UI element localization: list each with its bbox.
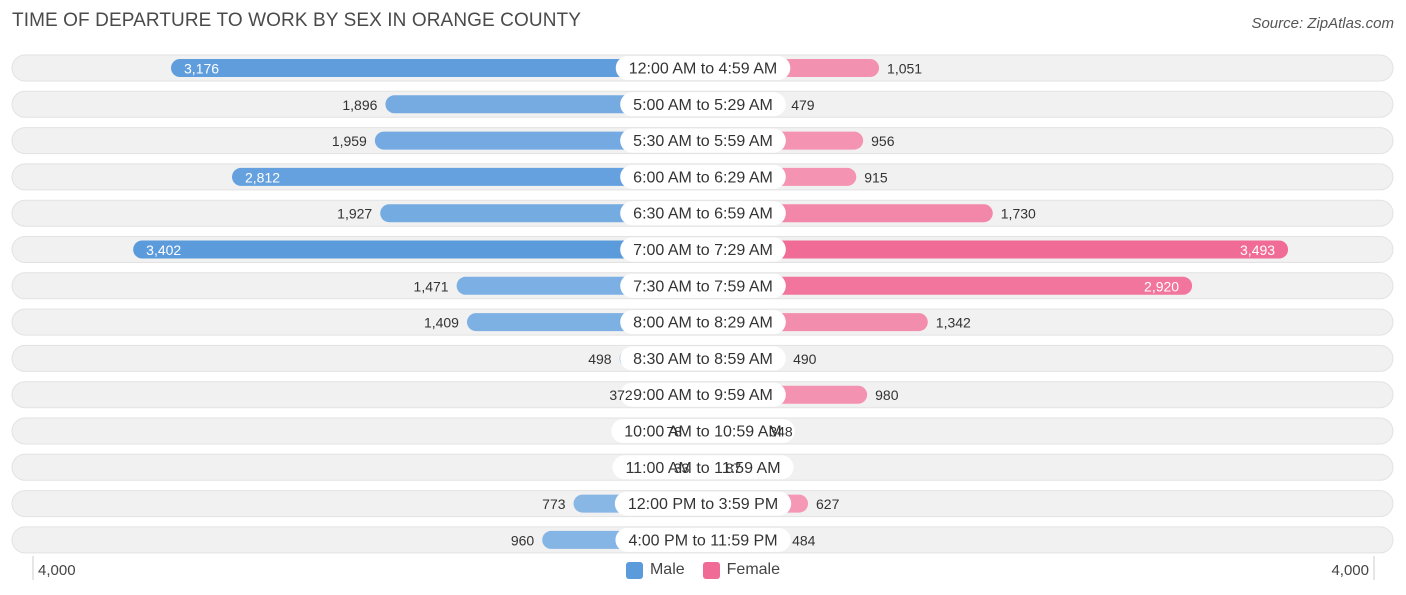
bar-male[interactable]: [133, 240, 704, 259]
category-label: 10:00 AM to 10:59 AM: [624, 424, 781, 441]
legend-item-female[interactable]: Female: [702, 561, 781, 579]
legend-label-female: Female: [726, 561, 781, 578]
value-label-male: 3,402: [146, 242, 181, 258]
category-pill: [615, 527, 791, 552]
category-label: 12:00 AM to 4:59 AM: [629, 61, 778, 78]
axis-left-label: 4,000: [38, 562, 76, 579]
legend-label-male: Male: [649, 561, 685, 578]
category-label: 4:00 PM to 11:59 PM: [628, 532, 777, 549]
value-label-female: 2,920: [1144, 278, 1179, 294]
category-pill: [611, 419, 795, 443]
value-label-female: 980: [875, 387, 899, 403]
category-pill: [612, 455, 794, 480]
category-label: 12:00 PM to 3:59 PM: [628, 496, 778, 513]
value-label-male: 1,896: [342, 97, 377, 113]
value-label-female: 1,051: [887, 61, 922, 77]
value-label-female: 87: [726, 460, 742, 476]
value-label-female: 1,730: [1001, 206, 1036, 222]
value-label-female: 627: [816, 496, 840, 512]
value-label-male: 78: [666, 424, 682, 440]
value-label-male: 1,927: [337, 206, 372, 222]
value-label-male: 498: [588, 351, 612, 367]
category-label: 8:30 AM to 8:59 AM: [633, 351, 773, 368]
source-label: Source: ZipAtlas.com: [1251, 15, 1394, 32]
category-label: 5:00 AM to 5:29 AM: [633, 97, 773, 114]
category-pill: [620, 273, 786, 298]
value-label-female: 3,493: [1240, 242, 1275, 258]
value-label-male: 960: [511, 532, 535, 548]
category-pill: [620, 346, 786, 371]
bar-female[interactable]: [703, 240, 1289, 259]
value-label-female: 348: [769, 424, 793, 440]
value-label-female: 915: [864, 169, 888, 185]
legend: Male Female: [0, 561, 1406, 579]
value-label-male: 2,812: [245, 169, 280, 185]
value-label-male: 1,959: [332, 133, 367, 149]
category-label: 7:30 AM to 7:59 AM: [633, 278, 773, 295]
axis-right-label: 4,000: [1331, 562, 1369, 579]
category-label: 7:00 AM to 7:29 AM: [633, 242, 773, 259]
category-label: 8:00 AM to 8:29 AM: [633, 315, 773, 332]
value-label-female: 484: [792, 532, 816, 548]
value-label-female: 956: [871, 133, 895, 149]
category-label: 5:30 AM to 5:59 AM: [633, 133, 773, 150]
category-pill: [620, 201, 786, 226]
bar-male[interactable]: [171, 59, 703, 77]
category-pill: [615, 56, 791, 80]
bar-male[interactable]: [231, 167, 704, 186]
value-label-male: 372: [609, 387, 633, 403]
category-pill: [620, 382, 786, 407]
value-label-male: 1,409: [424, 315, 459, 331]
value-label-male: 3,176: [184, 61, 219, 77]
category-pill: [614, 491, 792, 516]
category-label: 6:30 AM to 6:59 AM: [633, 206, 773, 223]
chart-title: TIME OF DEPARTURE TO WORK BY SEX IN ORAN…: [12, 10, 581, 31]
category-label: 6:00 AM to 6:29 AM: [633, 169, 773, 186]
category-label: 9:00 AM to 9:59 AM: [633, 387, 773, 404]
category-pill: [620, 92, 786, 117]
bar-male[interactable]: [374, 131, 703, 150]
value-label-female: 1,342: [936, 315, 971, 331]
category-pill: [620, 310, 786, 335]
legend-item-male[interactable]: Male: [625, 561, 685, 579]
value-label-male: 773: [542, 496, 566, 512]
category-label: 11:00 AM to 11:59 AM: [625, 460, 780, 477]
legend-swatch-female: [702, 561, 720, 579]
bar-female[interactable]: [703, 276, 1193, 295]
value-label-female: 490: [793, 351, 817, 367]
category-pill: [620, 128, 786, 153]
value-label-male: 33: [674, 460, 690, 476]
value-label-male: 1,471: [414, 278, 449, 294]
category-pill: [620, 164, 786, 189]
category-pill: [620, 237, 786, 262]
legend-swatch-male: [625, 561, 643, 579]
value-label-female: 479: [791, 97, 815, 113]
